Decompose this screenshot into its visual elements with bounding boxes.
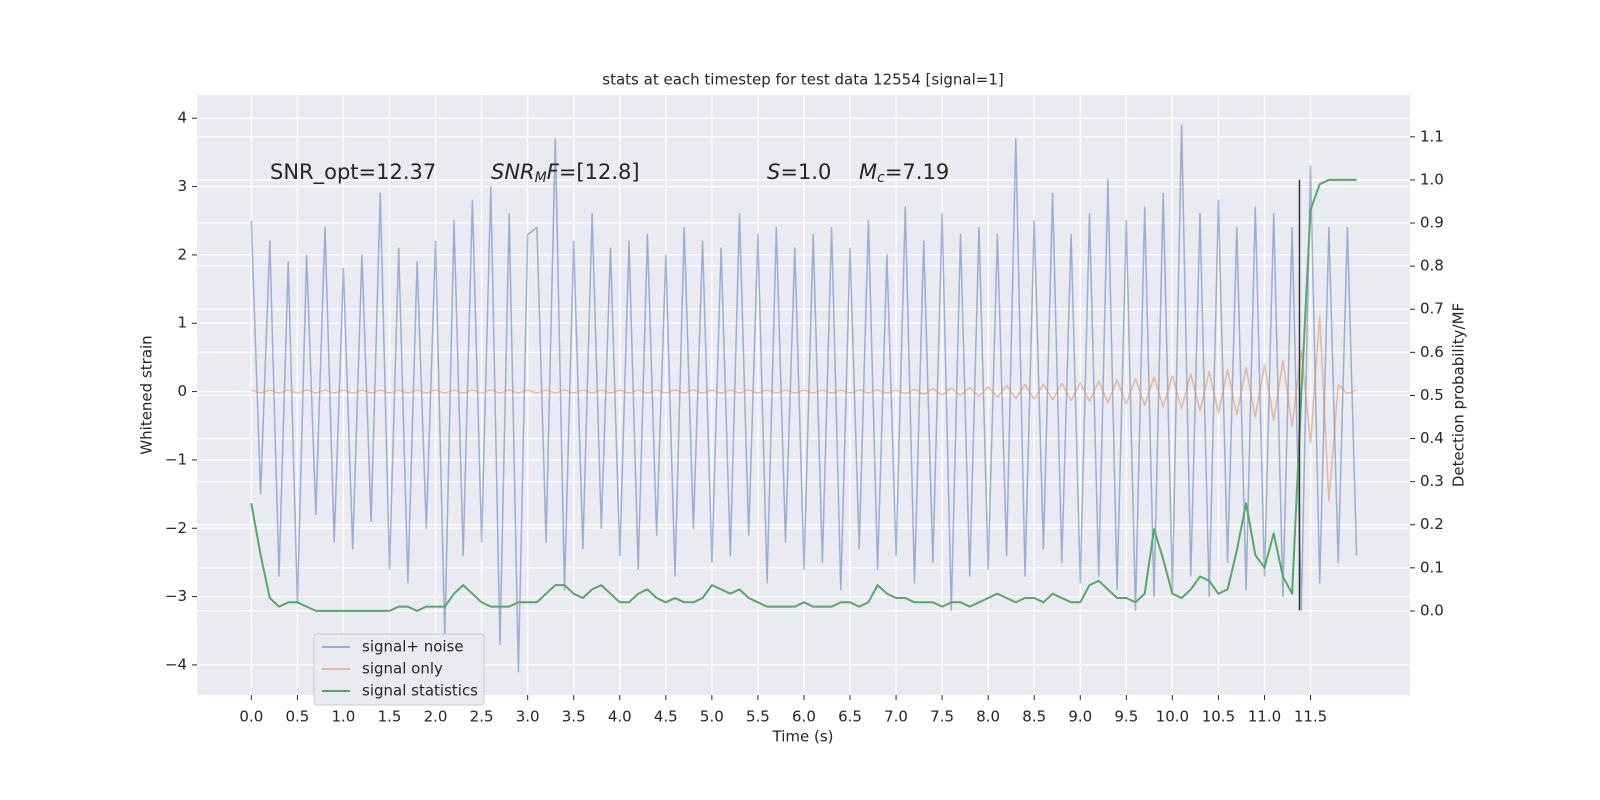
annotation-part: M bbox=[535, 170, 547, 186]
annotation-part: =[12.8] bbox=[559, 160, 640, 184]
x-tick-label: 9.0 bbox=[1068, 708, 1092, 726]
y-axis-label: Whitened strain bbox=[138, 335, 156, 454]
annotation: SNR_opt=12.37 bbox=[270, 160, 436, 185]
y2-tick-label: 0.7 bbox=[1420, 300, 1444, 318]
chart-title: stats at each timestep for test data 125… bbox=[602, 71, 1003, 89]
y2-tick-label: 0.3 bbox=[1420, 472, 1444, 490]
y2-tick-label: 0.6 bbox=[1420, 343, 1444, 361]
annotation: Mc=7.19 bbox=[859, 160, 949, 186]
y2-tick-label: 0.8 bbox=[1420, 257, 1444, 275]
y-tick-label: 1 bbox=[177, 314, 187, 332]
x-tick-label: 4.0 bbox=[608, 708, 632, 726]
x-axis-label: Time (s) bbox=[772, 728, 834, 746]
annotation-part: c bbox=[877, 170, 885, 186]
legend: signal+ noise signal only signal statistic… bbox=[313, 633, 485, 706]
series-line bbox=[251, 315, 1357, 502]
x-tick-label: 9.5 bbox=[1114, 708, 1138, 726]
x-tick-label: 3.0 bbox=[516, 708, 540, 726]
annotation: SNRMF=[12.8] bbox=[491, 160, 640, 186]
x-tick-label: 3.5 bbox=[562, 708, 586, 726]
annotation-part: F bbox=[547, 160, 560, 184]
x-tick-label: 11.5 bbox=[1294, 708, 1327, 726]
annotation-part: M bbox=[859, 160, 877, 184]
y-tick-label: 4 bbox=[177, 109, 187, 127]
x-tick-label: 1.5 bbox=[378, 708, 402, 726]
annotation-part: =1.0 bbox=[780, 160, 831, 184]
legend-label: signal+ noise bbox=[362, 638, 464, 656]
y2-tick-label: 0.0 bbox=[1420, 601, 1444, 619]
y-tick-label: 3 bbox=[177, 177, 187, 195]
x-tick-label: 0.5 bbox=[285, 708, 309, 726]
x-tick-label: 6.5 bbox=[838, 708, 862, 726]
series-line bbox=[250, 178, 1357, 612]
y2-tick-label: 0.5 bbox=[1420, 386, 1444, 404]
annotation-part: SNR bbox=[491, 160, 535, 184]
axes: 0.0 0.5 1.0 1.5 2.0 2.5 3.0 3.5 4.0 4.5 5.0 5.5 6.0 6… bbox=[165, 109, 1444, 726]
x-tick-label: 1.0 bbox=[332, 708, 356, 726]
y2-axis-label: Detection probability/MF bbox=[1450, 303, 1468, 487]
annotation: S=1.0 bbox=[767, 160, 831, 184]
y-tick-label: 2 bbox=[177, 245, 187, 263]
y2-tick-label: 0.2 bbox=[1420, 515, 1444, 533]
x-tick-label: 11.0 bbox=[1248, 708, 1281, 726]
x-tick-label: 8.5 bbox=[1022, 708, 1046, 726]
plot-marks bbox=[250, 124, 1358, 673]
x-tick-label: 8.0 bbox=[976, 708, 1000, 726]
legend-box bbox=[313, 633, 485, 706]
x-tick-label: 6.0 bbox=[792, 708, 816, 726]
x-tick-label: 0.0 bbox=[239, 708, 263, 726]
x-tick-label: 2.0 bbox=[424, 708, 448, 726]
y-tick-label: 0 bbox=[177, 382, 187, 400]
y2-tick-label: 0.9 bbox=[1420, 214, 1444, 232]
series-line bbox=[250, 124, 1358, 673]
y-tick-label: −2 bbox=[165, 519, 187, 537]
x-tick-label: 2.5 bbox=[470, 708, 494, 726]
legend-label: signal only bbox=[362, 660, 443, 678]
x-tick-label: 10.0 bbox=[1156, 708, 1189, 726]
y-tick-label: −1 bbox=[165, 450, 187, 468]
y2-tick-label: 1.1 bbox=[1420, 127, 1444, 145]
x-tick-label: 7.0 bbox=[884, 708, 908, 726]
y2-tick-label: 1.0 bbox=[1420, 170, 1444, 188]
legend-label: signal statistics bbox=[362, 682, 478, 700]
x-tick-label: 5.0 bbox=[700, 708, 724, 726]
x-tick-label: 5.5 bbox=[746, 708, 770, 726]
annotation-part: S bbox=[767, 160, 780, 184]
y-tick-label: −4 bbox=[165, 655, 187, 673]
y2-tick-label: 0.1 bbox=[1420, 558, 1444, 576]
x-tick-label: 10.5 bbox=[1202, 708, 1235, 726]
y-tick-label: −3 bbox=[165, 587, 187, 605]
y2-tick-label: 0.4 bbox=[1420, 429, 1444, 447]
x-tick-label: 7.5 bbox=[930, 708, 954, 726]
x-tick-label: 4.5 bbox=[654, 708, 678, 726]
annotation-part: =7.19 bbox=[885, 160, 949, 184]
